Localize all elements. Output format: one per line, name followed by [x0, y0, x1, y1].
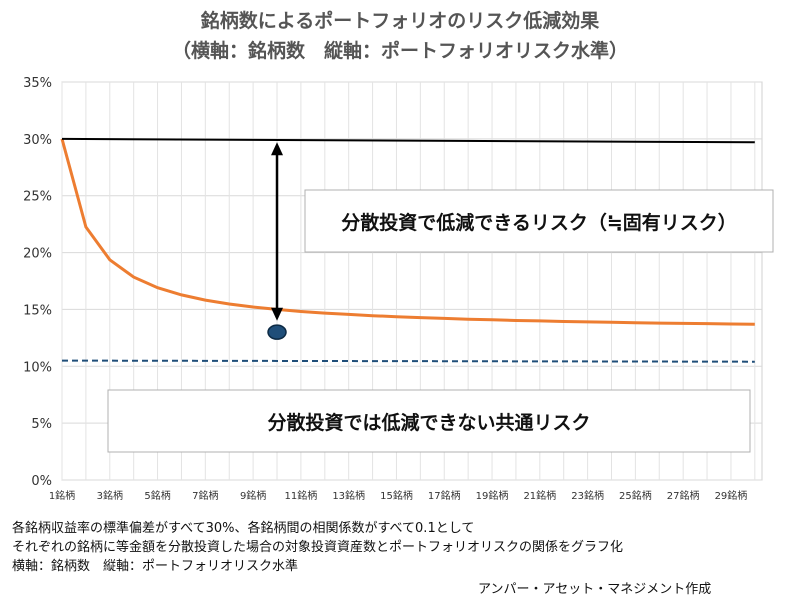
y-tick-label: 0%: [31, 474, 52, 489]
highlight-point: [267, 324, 287, 340]
x-tick-label: 13銘柄: [332, 489, 365, 502]
footnotes: 各銘柄収益率の標準偏差がすべて30%、各銘柄間の相関係数がすべて0.1として そ…: [12, 519, 623, 576]
series-line-individual-stock-risk: [61, 137, 755, 144]
y-tick-label: 10%: [23, 360, 52, 375]
footnote-assumption: 各銘柄収益率の標準偏差がすべて30%、各銘柄間の相関係数がすべて0.1として: [12, 521, 475, 536]
x-tick-label: 19銘柄: [476, 489, 509, 502]
x-tick-label: 11銘柄: [285, 489, 318, 502]
x-tick-label: 9銘柄: [240, 489, 266, 502]
x-tick-label: 25銘柄: [619, 489, 652, 502]
arrow-head-down: [271, 307, 284, 321]
footnote-axes: 横軸：銘柄数 縦軸：ポートフォリオリスク水準: [12, 559, 299, 574]
x-tick-label: 7銘柄: [192, 489, 218, 502]
risk-gap-arrow: [271, 142, 284, 321]
chart-title: 銘柄数によるポートフォリオのリスク低減効果: [200, 10, 600, 32]
y-tick-label: 20%: [23, 247, 52, 262]
x-tick-label: 21銘柄: [523, 489, 556, 502]
y-tick-label: 25%: [23, 190, 52, 205]
x-tick-label: 23銘柄: [571, 489, 604, 502]
x-tick-label: 5銘柄: [144, 489, 170, 502]
x-tick-label: 27銘柄: [667, 489, 700, 502]
risk-reduction-chart: 0% 5% 10% 15% 20% 25% 30% 35% 1銘柄 3銘柄 5銘柄 7銘柄 9銘柄 11銘…: [23, 76, 774, 502]
x-tick-label: 29銘柄: [715, 489, 748, 502]
x-tick-label: 17銘柄: [428, 489, 461, 502]
diversifiable-risk-label: 分散投資で低減できるリスク（≒固有リスク）: [341, 211, 737, 234]
arrow-head-up: [271, 142, 284, 156]
chart-subtitle: （横軸：銘柄数 縦軸：ポートフォリオリスク水準）: [171, 40, 628, 62]
x-tick-label: 3銘柄: [97, 489, 123, 502]
y-tick-label: 35%: [23, 76, 52, 91]
y-tick-label: 5%: [31, 417, 52, 432]
systematic-risk-box: [107, 389, 751, 453]
x-tick-label: 15銘柄: [380, 489, 413, 502]
series-line-systematic-risk: [61, 359, 755, 363]
x-tick-label: 1銘柄: [49, 489, 75, 502]
systematic-risk-label: 分散投資では低減できない共通リスク: [267, 411, 590, 434]
y-tick-label: 15%: [23, 303, 52, 318]
footnote-description: それぞれの銘柄に等金額を分散投資した場合の対象投資資産数とポートフォリオリスクの…: [12, 540, 624, 555]
systematic-risk-callout: 分散投資では低減できない共通リスク: [107, 389, 751, 453]
diversifiable-risk-box: [304, 189, 774, 253]
credit-text: アンパー・アセット・マネジメント作成: [478, 582, 712, 597]
diversifiable-risk-callout: 分散投資で低減できるリスク（≒固有リスク）: [304, 189, 774, 253]
y-tick-label: 30%: [23, 133, 52, 148]
series-line-portfolio-risk: [60, 138, 755, 326]
